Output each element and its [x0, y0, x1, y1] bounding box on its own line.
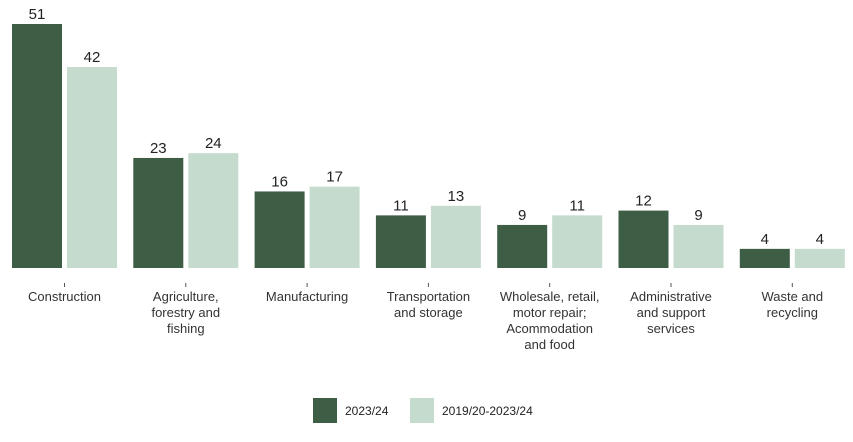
- value-label: 11: [393, 197, 409, 214]
- bar: [430, 205, 481, 268]
- legend-label: 2019/20-2023/24: [442, 404, 533, 418]
- value-label: 23: [150, 140, 167, 157]
- bar: [618, 210, 669, 268]
- x-tick-label: Waste and recycling: [761, 289, 824, 320]
- legend-swatch: [410, 398, 434, 423]
- bar: [794, 248, 845, 268]
- value-label: 51: [29, 6, 46, 23]
- bar: [552, 215, 603, 268]
- value-label: 4: [761, 231, 769, 248]
- value-label: 16: [271, 173, 288, 190]
- x-tick-label: Construction: [28, 289, 101, 304]
- x-tick-label: Wholesale, retail, motor repair; Acommod…: [499, 289, 600, 352]
- bar: [739, 248, 790, 268]
- value-label: 11: [569, 197, 585, 214]
- bar: [12, 24, 62, 268]
- x-tick-label: Manufacturing: [265, 289, 349, 304]
- value-label: 24: [205, 135, 222, 152]
- bar: [375, 215, 426, 268]
- value-label: 9: [694, 207, 702, 224]
- legend-label: 2023/24: [345, 404, 389, 418]
- bar: [67, 67, 117, 268]
- x-tick-label: Administrative and support services: [630, 289, 712, 336]
- value-label: 12: [635, 193, 652, 210]
- value-label: 42: [84, 49, 101, 66]
- value-label: 4: [816, 231, 824, 248]
- value-label: 9: [518, 207, 526, 224]
- bar: [133, 157, 184, 268]
- x-tick-label: Transportation and storage: [386, 289, 471, 320]
- bar: [254, 191, 305, 268]
- legend-swatch: [313, 398, 337, 423]
- bar: [309, 186, 360, 268]
- x-tick-label: Agriculture, forestry and fishing: [151, 289, 221, 336]
- bar: [188, 153, 239, 268]
- bar: [497, 224, 548, 268]
- value-label: 17: [326, 169, 343, 186]
- bar: [673, 224, 724, 268]
- value-label: 13: [448, 188, 465, 205]
